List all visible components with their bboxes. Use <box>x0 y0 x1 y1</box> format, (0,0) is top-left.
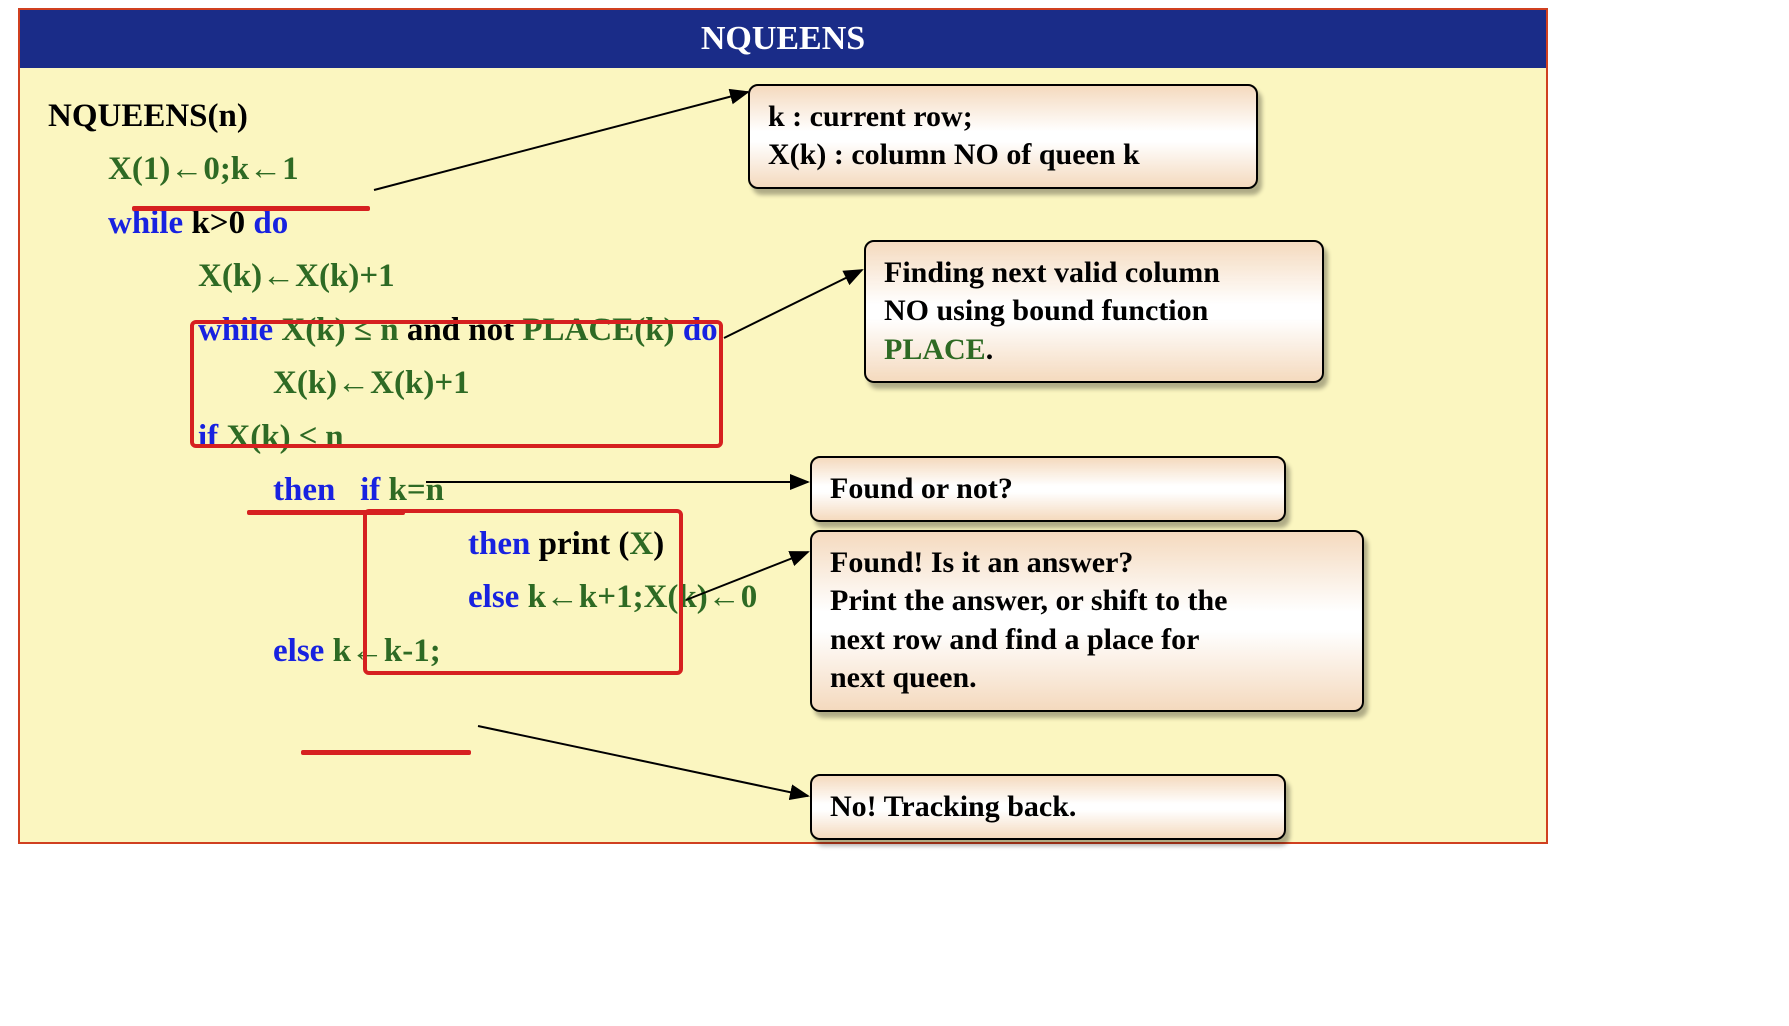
callout-line: next queen. <box>830 659 1344 697</box>
code-fn-name: NQUEENS(n) <box>48 98 248 134</box>
annotation-callout: No! Tracking back. <box>810 774 1286 840</box>
callout-line: PLACE. <box>884 331 1304 369</box>
callout-line: Print the answer, or shift to the <box>830 582 1344 620</box>
red-underline <box>247 510 405 515</box>
callout-text: PLACE <box>884 333 986 366</box>
callout-text: next queen. <box>830 661 977 694</box>
callout-line: X(k) : column NO of queen k <box>768 136 1238 174</box>
callout-line: Finding next valid column <box>884 254 1304 292</box>
callout-text: . <box>986 333 994 366</box>
callout-line: Found or not? <box>830 470 1266 508</box>
callout-text: Found! Is it an answer? <box>830 546 1133 579</box>
callout-line: No! Tracking back. <box>830 788 1266 826</box>
annotation-callout: k : current row; X(k) : column NO of quee… <box>748 84 1258 189</box>
annotation-callout: Found or not? <box>810 456 1286 522</box>
callout-text: Finding next valid column <box>884 256 1220 289</box>
callout-line: Found! Is it an answer? <box>830 544 1344 582</box>
annotation-callout: Finding next valid column NO using bound … <box>864 240 1324 383</box>
callout-text: k : current row; <box>768 100 973 133</box>
callout-text: No! Tracking back. <box>830 790 1076 823</box>
callout-text: NO using bound function <box>884 294 1208 327</box>
annotation-callout: Found! Is it an answer? Print the answer,… <box>810 530 1364 712</box>
slide-title-bar: NQUEENS <box>20 10 1546 68</box>
callout-line: next row and find a place for <box>830 621 1344 659</box>
slide-container: NQUEENS NQUEENS(n) X(1)←0;k←1 while k>0 … <box>0 0 1789 1026</box>
callout-text: Found or not? <box>830 472 1013 505</box>
callout-text: next row and find a place for <box>830 623 1199 656</box>
callout-text: Print the answer, or shift to the <box>830 584 1227 617</box>
callout-line: k : current row; <box>768 98 1238 136</box>
red-underline <box>301 750 471 755</box>
slide-title-text: NQUEENS <box>701 20 865 57</box>
callout-line: NO using bound function <box>884 292 1304 330</box>
callout-text: X(k) : column NO of queen k <box>768 138 1140 171</box>
red-underline <box>132 206 370 211</box>
code-line-6: if X(k) ≤ n <box>48 411 1518 464</box>
